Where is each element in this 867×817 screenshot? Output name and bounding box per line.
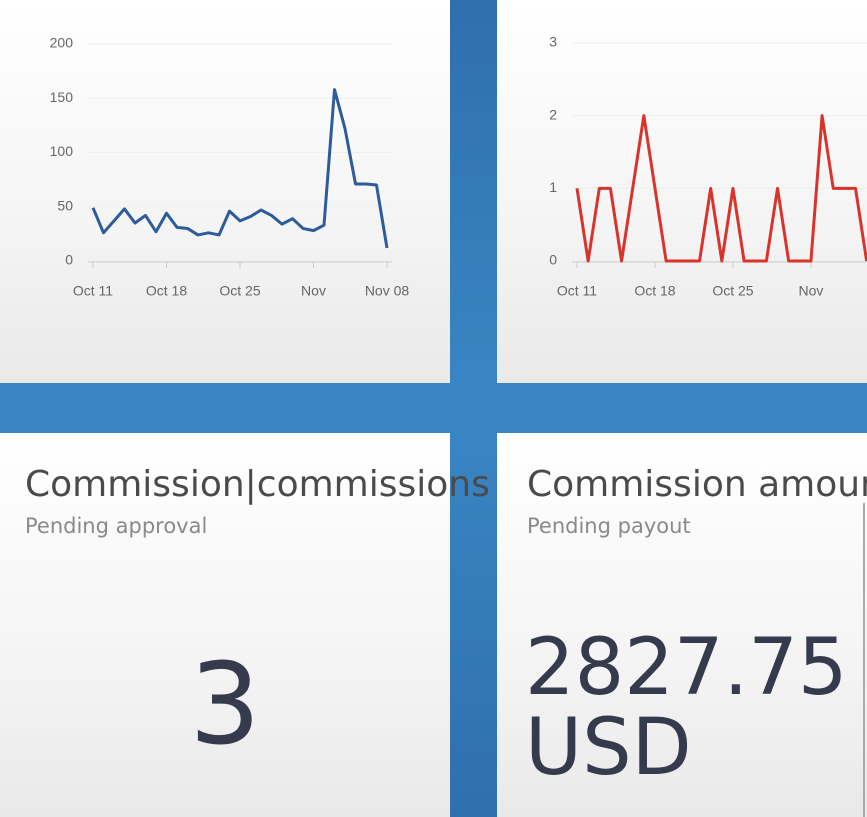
x-tick-label: Nov (301, 283, 326, 299)
card (497, 433, 867, 817)
y-tick-label: 200 (50, 35, 74, 51)
y-tick-label: 2 (549, 106, 557, 122)
x-tick-label: Oct 18 (146, 283, 187, 299)
y-tick-label: 150 (50, 89, 74, 105)
card-subtitle: Pending approval (25, 514, 208, 538)
line (575, 114, 867, 263)
card-subtitle: Pending payout (527, 514, 691, 538)
kpi-unit: USD (525, 703, 692, 793)
line (91, 88, 389, 249)
y-tick-label: 0 (65, 252, 73, 268)
card (0, 433, 450, 817)
kpi-value: 2827.75 (525, 623, 848, 713)
x-tick-label: Oct 25 (712, 283, 753, 299)
x-tick-label: Oct 11 (73, 283, 113, 299)
card (497, 0, 867, 383)
y-tick-label: 3 (549, 34, 557, 50)
y-tick-label: 1 (549, 179, 557, 195)
x-tick-label: Oct 18 (634, 283, 675, 299)
card (0, 0, 450, 383)
card-title: Commission amount (527, 464, 867, 505)
y-tick-label: 0 (549, 252, 557, 268)
x-tick-label: Nov (798, 283, 823, 299)
y-tick-label: 50 (57, 197, 73, 213)
y-tick-label: 100 (50, 143, 74, 159)
x-tick-label: Nov 08 (365, 283, 410, 299)
x-tick-label: Oct 25 (219, 283, 260, 299)
divider (863, 503, 865, 817)
x-tick-label: Oct 11 (557, 283, 597, 299)
card-title: Commission|commissions (25, 464, 490, 505)
kpi-value: 3 (189, 640, 261, 770)
